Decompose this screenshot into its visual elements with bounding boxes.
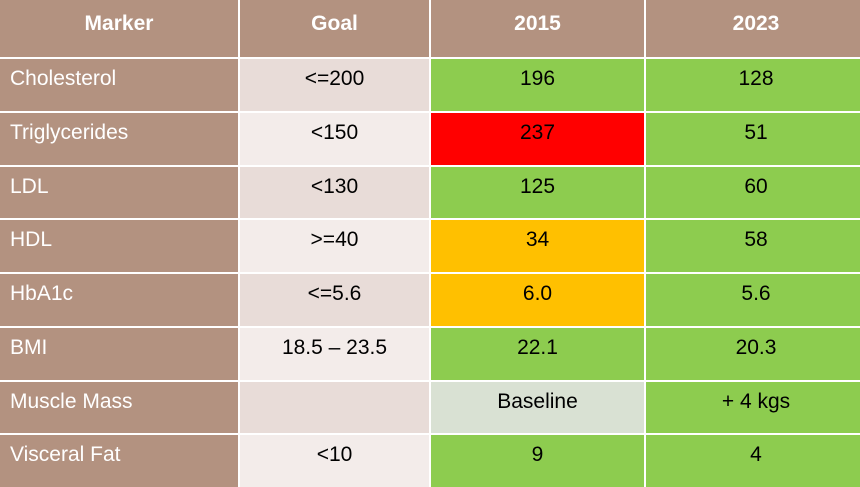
- marker-hdl: HDL: [0, 220, 238, 272]
- goal-visceral-fat: <10: [240, 435, 429, 487]
- marker-triglycerides: Triglycerides: [0, 112, 238, 165]
- marker-ldl: LDL: [0, 166, 238, 219]
- header-marker: Marker: [0, 0, 238, 57]
- value-2015-cholesterol: 196: [431, 59, 644, 111]
- marker-bmi: BMI: [0, 327, 238, 380]
- header-2023: 2023: [646, 0, 860, 57]
- goal-hba1c: <=5.6: [240, 274, 429, 326]
- value-2023-ldl: 60: [646, 166, 860, 219]
- value-2023-triglycerides: 51: [646, 112, 860, 165]
- value-2015-ldl: 125: [431, 166, 644, 219]
- value-2023-bmi: 20.3: [646, 327, 860, 380]
- value-2015-hdl: 34: [431, 220, 644, 272]
- goal-cholesterol: <=200: [240, 59, 429, 111]
- value-2015-visceral-fat: 9: [431, 435, 644, 487]
- value-2023-visceral-fat: 4: [646, 435, 860, 487]
- goal-hdl: >=40: [240, 220, 429, 272]
- marker-cholesterol: Cholesterol: [0, 59, 238, 111]
- value-2023-hdl: 58: [646, 220, 860, 272]
- value-2015-muscle-mass: Baseline: [431, 381, 644, 434]
- goal-ldl: <130: [240, 166, 429, 219]
- marker-visceral-fat: Visceral Fat: [0, 435, 238, 487]
- goal-bmi: 18.5 – 23.5: [240, 327, 429, 380]
- value-2023-muscle-mass: + 4 kgs: [646, 381, 860, 434]
- header-2015: 2015: [431, 0, 644, 57]
- value-2015-bmi: 22.1: [431, 327, 644, 380]
- marker-muscle-mass: Muscle Mass: [0, 381, 238, 434]
- value-2015-hba1c: 6.0: [431, 274, 644, 326]
- value-2023-hba1c: 5.6: [646, 274, 860, 326]
- value-2023-cholesterol: 128: [646, 59, 860, 111]
- header-goal: Goal: [240, 0, 429, 57]
- goal-muscle-mass: [240, 381, 429, 434]
- goal-triglycerides: <150: [240, 112, 429, 165]
- marker-hba1c: HbA1c: [0, 274, 238, 326]
- value-2015-triglycerides: 237: [431, 112, 644, 165]
